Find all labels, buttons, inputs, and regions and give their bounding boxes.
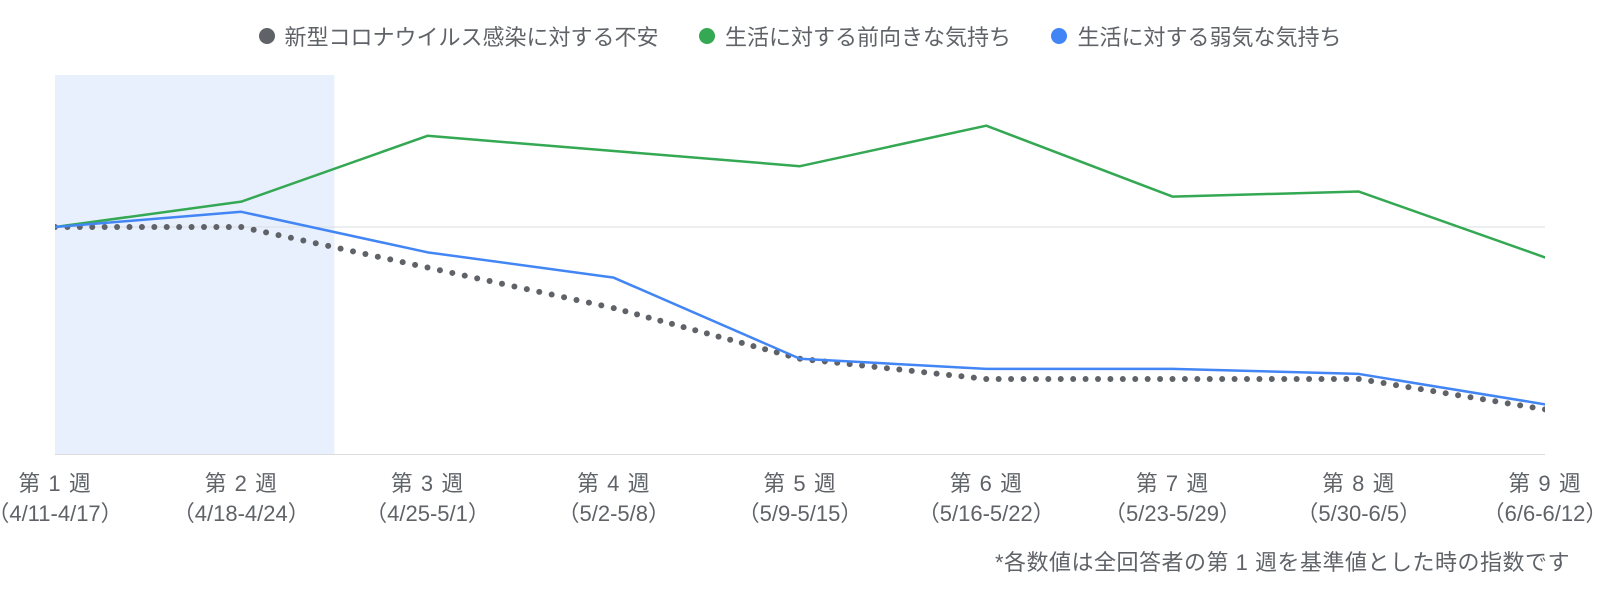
x-tick-dates: （6/6-6/12） [1483,499,1600,529]
x-tick: 第 1 週（4/11-4/17） [0,469,123,528]
x-tick-week: 第 8 週 [1296,469,1421,499]
x-tick: 第 5 週（5/9-5/15） [738,469,863,528]
chart-root: 新型コロナウイルス感染に対する不安 生活に対する前向きな気持ち 生活に対する弱気… [0,0,1600,604]
plot-area [55,75,1545,455]
x-tick-week: 第 5 週 [738,469,863,499]
x-tick-week: 第 2 週 [173,469,310,499]
footnote: *各数値は全回答者の第 1 週を基準値とした時の指数です [995,545,1570,577]
legend-label: 生活に対する前向きな気持ち [725,20,1011,52]
x-tick-week: 第 7 週 [1104,469,1241,499]
x-tick-dates: （5/23-5/29） [1104,499,1241,529]
legend-dot-icon [259,28,275,44]
legend-item-weak: 生活に対する弱気な気持ち [1051,20,1341,52]
chart-svg [55,75,1545,455]
x-tick-week: 第 4 週 [558,469,671,499]
x-tick: 第 8 週（5/30-6/5） [1296,469,1421,528]
x-tick-dates: （5/9-5/15） [738,499,863,529]
x-tick-week: 第 3 週 [365,469,490,499]
x-tick-week: 第 1 週 [0,469,123,499]
x-tick-dates: （4/25-5/1） [365,499,490,529]
legend-item-anxiety: 新型コロナウイルス感染に対する不安 [259,20,659,52]
x-tick-dates: （5/30-6/5） [1296,499,1421,529]
x-tick-dates: （4/18-4/24） [173,499,310,529]
x-tick: 第 4 週（5/2-5/8） [558,469,671,528]
legend: 新型コロナウイルス感染に対する不安 生活に対する前向きな気持ち 生活に対する弱気… [0,20,1600,52]
x-tick: 第 7 週（5/23-5/29） [1104,469,1241,528]
legend-label: 新型コロナウイルス感染に対する不安 [285,20,659,52]
x-tick-week: 第 6 週 [918,469,1055,499]
legend-item-positive: 生活に対する前向きな気持ち [699,20,1011,52]
x-tick: 第 6 週（5/16-5/22） [918,469,1055,528]
legend-dot-icon [1051,28,1067,44]
x-tick-dates: （5/16-5/22） [918,499,1055,529]
x-tick: 第 2 週（4/18-4/24） [173,469,310,528]
legend-dot-icon [699,28,715,44]
legend-label: 生活に対する弱気な気持ち [1077,20,1341,52]
x-tick: 第 3 週（4/25-5/1） [365,469,490,528]
x-tick-dates: （5/2-5/8） [558,499,671,529]
x-tick-week: 第 9 週 [1483,469,1600,499]
x-tick-dates: （4/11-4/17） [0,499,123,529]
x-tick: 第 9 週（6/6-6/12） [1483,469,1600,528]
